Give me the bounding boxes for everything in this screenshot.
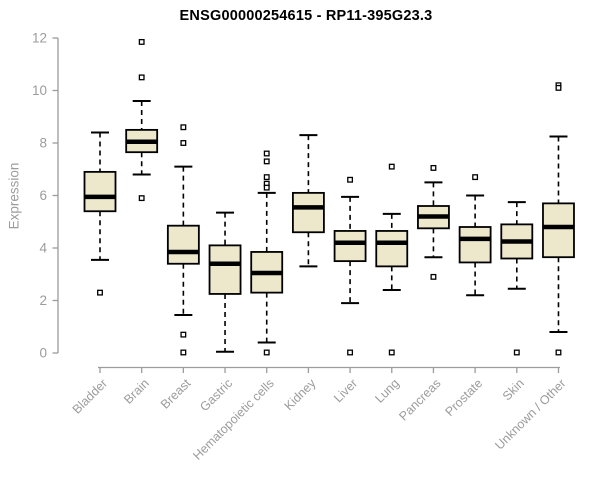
y-tick-label: 2	[39, 293, 47, 308]
y-tick-label: 8	[39, 136, 47, 151]
box-prostate	[458, 174, 492, 297]
outlier-point	[180, 124, 187, 131]
iqr-box	[333, 230, 367, 263]
iqr-box	[83, 170, 117, 213]
x-category-label: Brain	[121, 376, 152, 407]
x-category-label: Liver	[331, 376, 360, 405]
outlier-point	[180, 331, 187, 338]
box-brain	[125, 38, 159, 202]
iqr-box	[166, 224, 200, 265]
outlier-point	[263, 174, 270, 181]
outlier-point	[263, 184, 270, 191]
x-category-label: Skin	[500, 376, 527, 403]
iqr-box	[208, 244, 242, 295]
outlier-point	[513, 349, 520, 356]
outlier-point	[180, 140, 187, 146]
outlier-point	[138, 74, 145, 81]
box-bladder	[83, 131, 117, 296]
outlier-point	[430, 164, 437, 171]
outlier-point	[347, 349, 354, 356]
outlier-point	[430, 273, 437, 280]
outlier-point	[555, 84, 562, 91]
outlier-point	[263, 150, 270, 157]
outlier-point	[388, 349, 395, 356]
y-axis: 0 2 4 6 8 10 12	[32, 31, 59, 361]
outlier-point	[347, 176, 354, 183]
x-category-label: Bladder	[70, 376, 110, 416]
box-lung	[375, 163, 409, 356]
box-breast	[166, 124, 200, 356]
outlier-point	[388, 163, 395, 170]
x-category-label: Lung	[372, 376, 402, 406]
x-category-label: Breast	[158, 376, 194, 412]
iqr-box	[291, 191, 325, 234]
y-tick-label: 0	[39, 346, 47, 361]
box-pancreas	[417, 164, 450, 280]
y-tick-label: 12	[32, 31, 47, 46]
x-category-label: Gastric	[197, 376, 235, 414]
box-gastric	[208, 211, 242, 353]
x-category-label: Kidney	[282, 376, 319, 413]
box-skin	[500, 201, 534, 356]
y-tick-label: 6	[39, 188, 47, 203]
box-unknown-other	[542, 82, 575, 356]
y-tick-label: 4	[39, 241, 47, 256]
box-liver	[333, 176, 367, 356]
outlier-point	[97, 289, 103, 296]
x-category-label: Pancreas	[396, 376, 443, 423]
outlier-point	[138, 195, 145, 202]
iqr-box	[375, 230, 409, 268]
x-category-label: Unknown / Other	[492, 376, 568, 452]
iqr-box	[458, 226, 492, 264]
box-hematopoietic-cells	[250, 150, 284, 356]
outlier-point	[138, 38, 145, 45]
outlier-point	[263, 349, 270, 356]
outlier-point	[555, 349, 562, 356]
outlier-point	[263, 158, 270, 165]
outlier-point	[472, 174, 479, 181]
y-tick-label: 10	[32, 83, 47, 98]
x-category-label: Hematopoietic cells	[190, 376, 277, 463]
box-kidney	[291, 134, 325, 268]
outlier-point	[180, 349, 187, 356]
iqr-box	[542, 202, 575, 259]
chart-title: ENSG00000254615 - RP11-395G23.3	[179, 8, 433, 24]
x-category-label: Prostate	[442, 376, 485, 419]
